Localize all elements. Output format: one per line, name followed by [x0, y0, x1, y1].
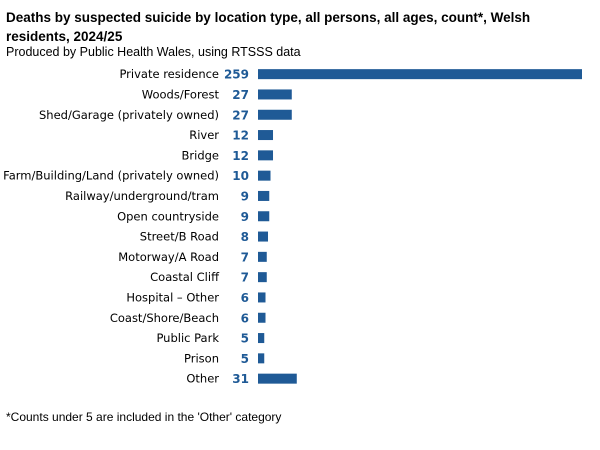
bar	[258, 292, 266, 303]
category-label: Street/B Road	[140, 230, 219, 244]
category-label: Farm/Building/Land (privately owned)	[3, 169, 219, 183]
bar	[258, 69, 582, 80]
value-label: 27	[232, 108, 249, 122]
bar	[258, 109, 292, 120]
value-label: 27	[232, 88, 249, 102]
value-label: 8	[241, 230, 249, 244]
bar	[258, 353, 265, 364]
value-label: 10	[232, 169, 249, 183]
value-label: 259	[224, 68, 249, 82]
chart-subtitle: Produced by Public Health Wales, using R…	[6, 45, 301, 59]
category-label: Other	[186, 372, 219, 386]
value-label: 31	[232, 372, 249, 386]
chart-footnote: *Counts under 5 are included in the 'Oth…	[6, 410, 282, 424]
category-label: Private residence	[119, 67, 219, 81]
bar	[258, 89, 292, 100]
bar	[258, 312, 266, 323]
value-label: 12	[232, 129, 249, 143]
category-label: River	[189, 128, 219, 142]
bar	[258, 272, 267, 283]
bar	[258, 231, 269, 242]
chart-title: Deaths by suspected suicide by location …	[6, 10, 531, 44]
category-label: Coast/Shore/Beach	[110, 311, 219, 325]
category-label: Railway/underground/tram	[65, 189, 219, 203]
bar	[258, 170, 271, 181]
category-label: Bridge	[182, 148, 220, 162]
value-label: 6	[241, 311, 249, 325]
bar	[258, 373, 297, 384]
bar	[258, 130, 274, 141]
value-label: 7	[241, 250, 249, 264]
value-label: 5	[241, 332, 249, 346]
bar	[258, 150, 274, 161]
value-label: 9	[241, 189, 249, 203]
bar	[258, 251, 267, 262]
bar	[258, 333, 265, 344]
value-label: 7	[241, 271, 249, 285]
category-label: Woods/Forest	[142, 87, 220, 101]
category-label: Public Park	[156, 331, 219, 345]
category-label: Hospital – Other	[126, 290, 219, 304]
category-label: Open countryside	[117, 209, 219, 223]
bar	[258, 211, 270, 222]
value-label: 6	[241, 291, 249, 305]
value-label: 5	[241, 352, 249, 366]
bar	[258, 190, 270, 201]
category-label: Coastal Cliff	[150, 270, 220, 284]
category-label: Prison	[184, 351, 219, 365]
value-label: 12	[232, 149, 249, 163]
value-label: 9	[241, 210, 249, 224]
category-label: Shed/Garage (privately owned)	[39, 108, 219, 122]
category-label: Motorway/A Road	[118, 250, 219, 264]
